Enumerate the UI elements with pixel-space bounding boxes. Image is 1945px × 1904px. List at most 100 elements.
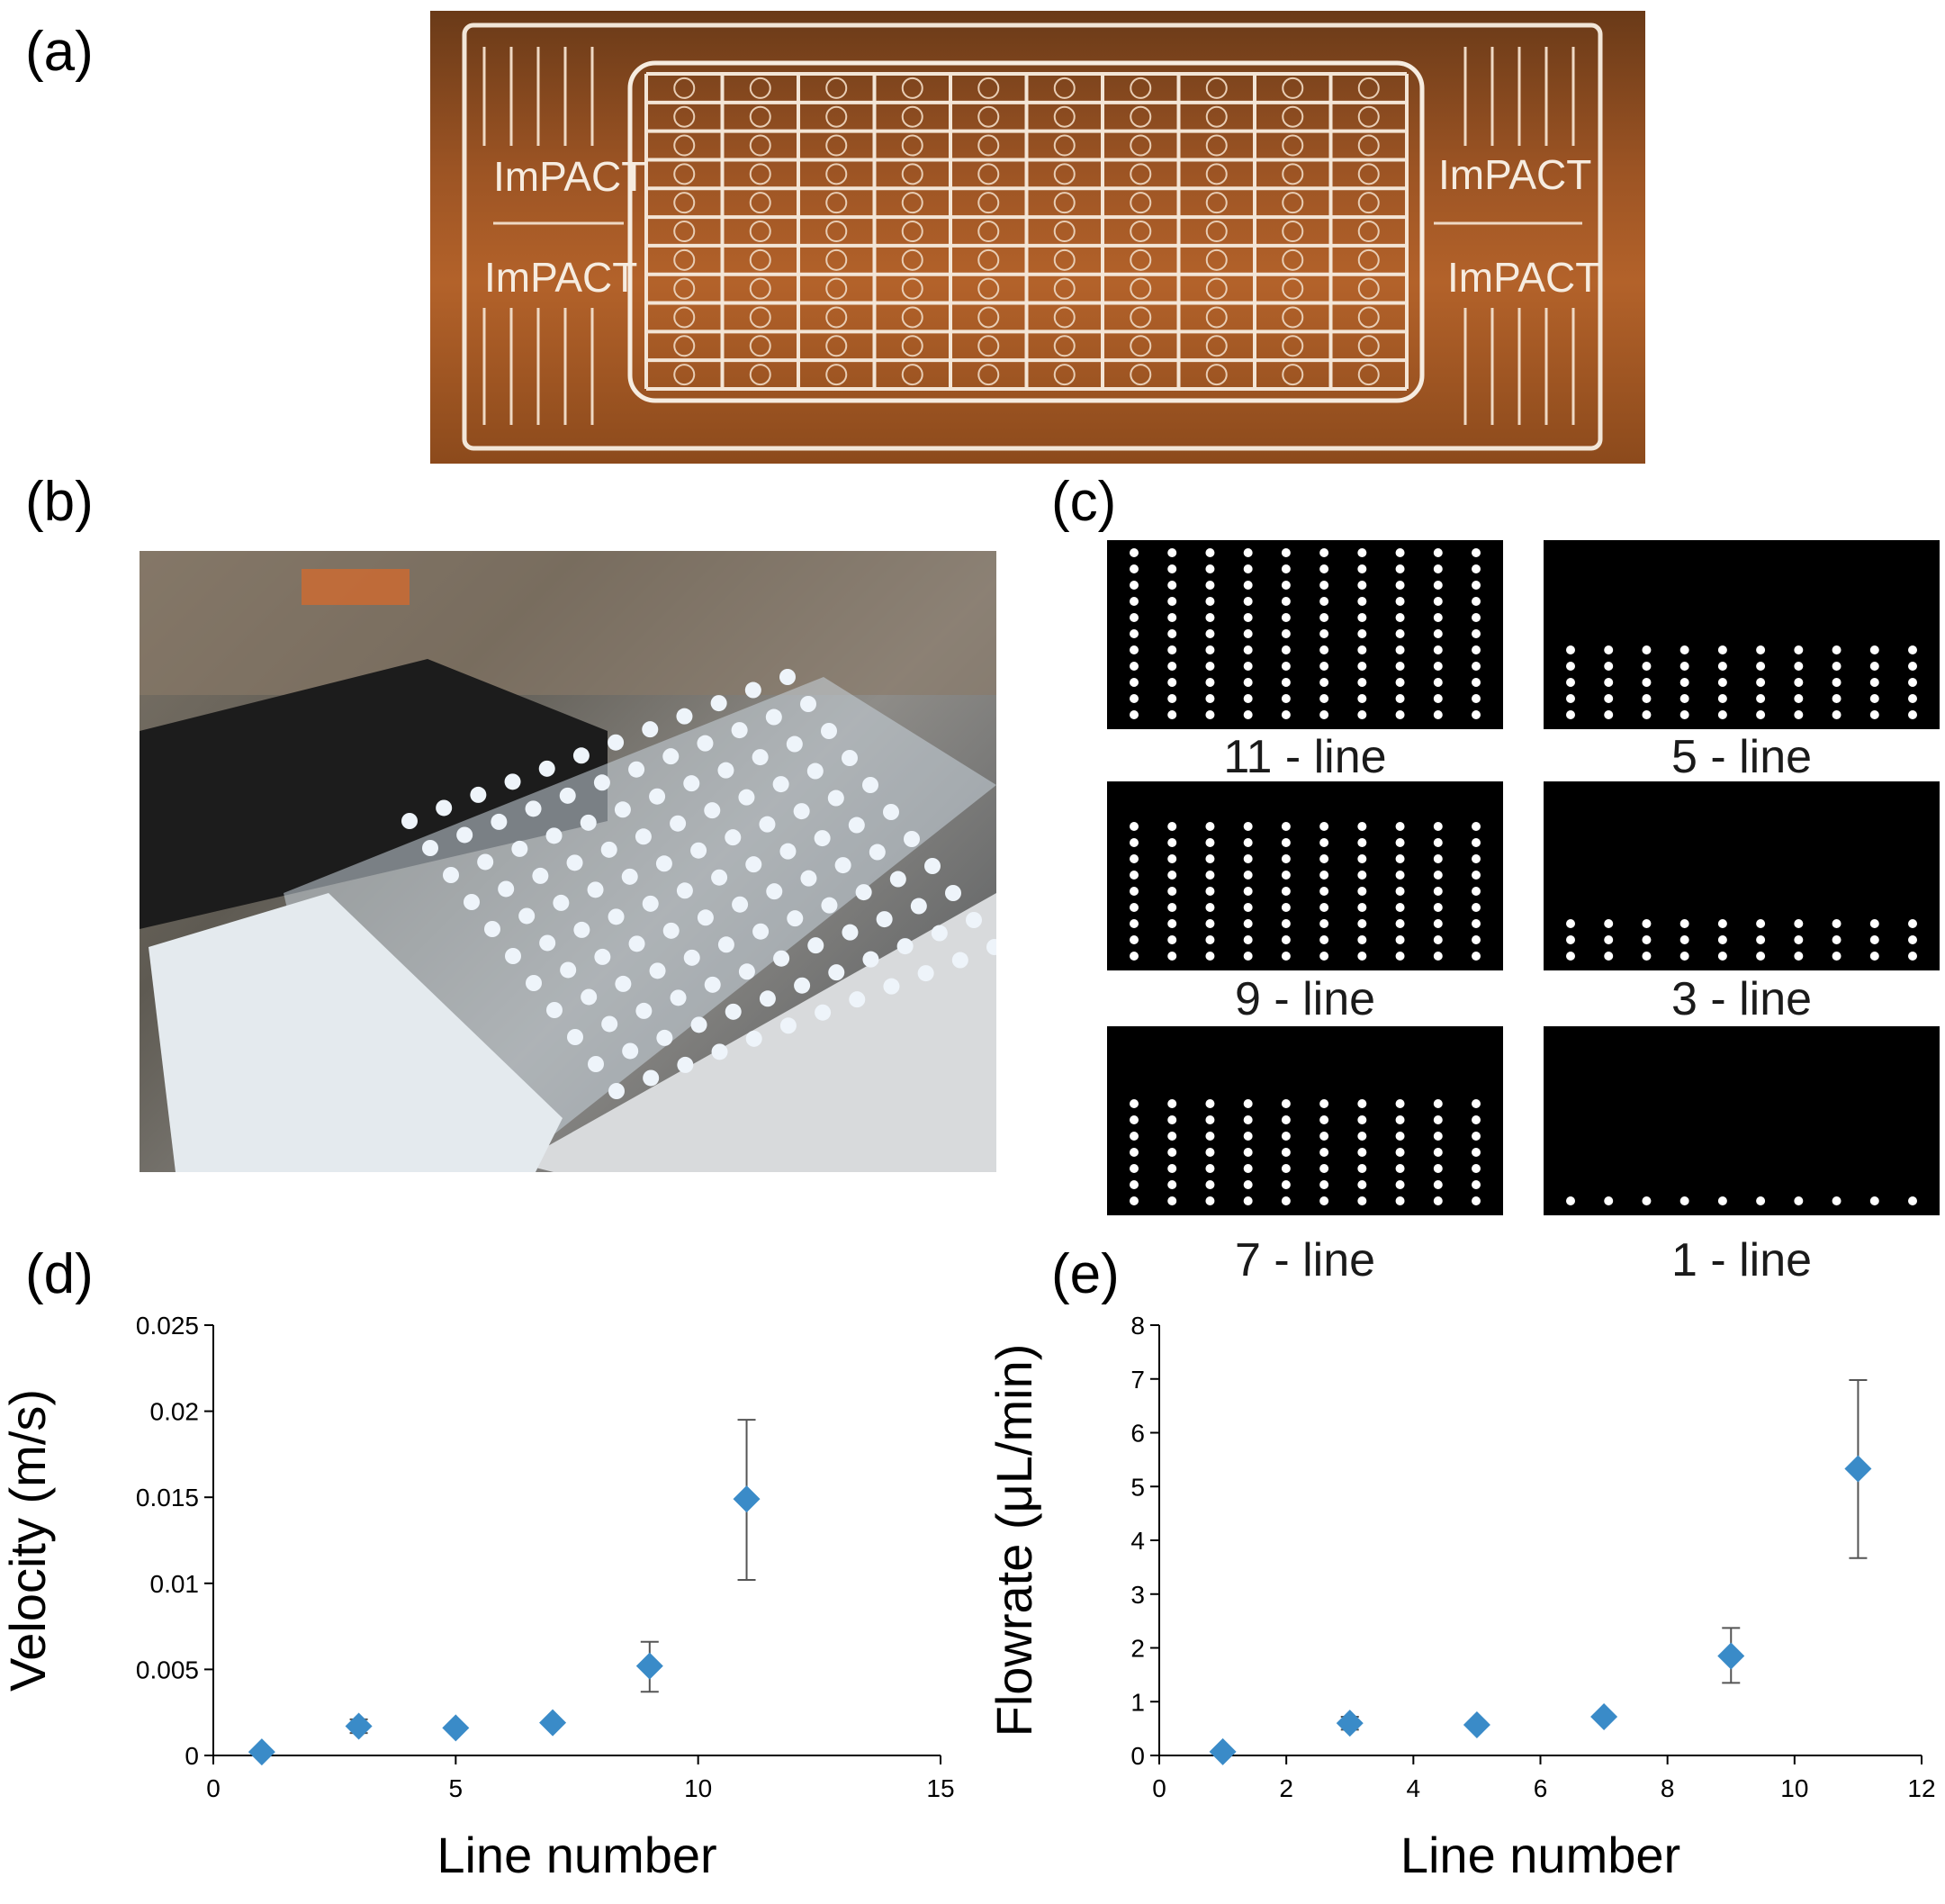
dot <box>1433 1196 1443 1205</box>
device-well <box>526 975 542 991</box>
x-tick-label: 0 <box>1152 1774 1166 1802</box>
dot <box>1433 645 1443 654</box>
dot <box>1130 613 1139 622</box>
chip-well <box>1357 134 1380 157</box>
device-well <box>862 951 879 968</box>
dot <box>1319 629 1329 638</box>
chip-well <box>1130 306 1152 329</box>
chip-well <box>673 77 696 99</box>
device-well <box>807 937 824 954</box>
device-well <box>422 840 438 856</box>
device-well <box>834 857 851 874</box>
dot <box>1205 887 1215 896</box>
device-well <box>436 799 453 817</box>
chip-well <box>901 221 923 242</box>
dot <box>1433 854 1443 863</box>
device-well <box>766 883 783 900</box>
dot-grid-caption: 7 - line <box>1235 1234 1375 1286</box>
dot <box>1642 694 1652 703</box>
device-well <box>573 921 590 938</box>
device-well <box>704 976 721 993</box>
dot <box>1319 935 1329 944</box>
x-tick-label: 4 <box>1407 1774 1421 1802</box>
dot <box>1472 1164 1481 1173</box>
dot <box>1281 662 1291 671</box>
dot <box>1243 1148 1253 1157</box>
x-tick-label: 6 <box>1534 1774 1548 1802</box>
dot <box>1205 1115 1215 1124</box>
x-tick-label: 12 <box>1907 1774 1935 1802</box>
x-tick-label: 10 <box>1780 1774 1808 1802</box>
dot <box>1357 1115 1367 1124</box>
dot <box>1357 1132 1367 1141</box>
chip-well <box>825 163 848 185</box>
chip-well <box>977 163 1000 185</box>
dot <box>1642 919 1652 928</box>
device-well <box>904 831 920 847</box>
dot <box>1319 710 1329 719</box>
dot <box>1566 935 1575 944</box>
dot <box>1319 1164 1329 1173</box>
device-well <box>690 842 707 859</box>
dot <box>1167 903 1177 912</box>
device-well <box>615 975 632 992</box>
device-well <box>945 885 961 901</box>
chip-well <box>901 277 923 300</box>
y-tick-label: 8 <box>1130 1312 1145 1340</box>
dot <box>1472 1132 1481 1141</box>
dot <box>1281 710 1291 719</box>
device-well <box>732 896 749 913</box>
chip-well <box>749 221 771 242</box>
dot <box>1319 1148 1329 1157</box>
device-well <box>580 814 597 831</box>
chip-well <box>749 192 771 214</box>
device-well <box>553 894 570 911</box>
dot <box>1756 678 1766 687</box>
dot <box>1756 919 1766 928</box>
dot <box>1717 662 1727 671</box>
panel-label-b: (b) <box>25 471 94 533</box>
chip-well <box>1205 335 1228 357</box>
dot <box>1357 662 1367 671</box>
data-point <box>1209 1737 1237 1765</box>
chip-well <box>901 192 923 214</box>
dot <box>1130 1164 1139 1173</box>
device-well <box>711 869 728 886</box>
data-point <box>733 1485 761 1513</box>
device-well <box>560 961 577 979</box>
dot <box>1395 662 1405 671</box>
dot <box>1472 822 1481 831</box>
dot <box>1130 1115 1139 1124</box>
dot <box>1395 1180 1405 1189</box>
chip-well <box>673 306 696 329</box>
chip-well <box>1053 163 1076 185</box>
y-tick-label: 0.015 <box>136 1484 199 1511</box>
device-well <box>745 1030 762 1047</box>
y-tick-label: 4 <box>1130 1527 1145 1555</box>
dot <box>1717 694 1727 703</box>
dot <box>1281 838 1291 847</box>
dot <box>1319 678 1329 687</box>
dot-grid-caption: 1 - line <box>1671 1234 1812 1286</box>
dot <box>1357 1099 1367 1108</box>
dot <box>1243 1132 1253 1141</box>
dot <box>1472 1180 1481 1189</box>
dot <box>1167 1132 1177 1141</box>
device-well <box>567 1029 583 1045</box>
chip-well <box>1053 221 1076 242</box>
dot <box>1869 1196 1879 1205</box>
device-well <box>635 828 652 845</box>
chip-well <box>749 335 771 357</box>
dot <box>1679 678 1689 687</box>
dot <box>1319 1132 1329 1141</box>
dot <box>1679 662 1689 671</box>
dot <box>1243 678 1253 687</box>
device-well <box>594 948 611 965</box>
chip-well <box>1357 364 1380 386</box>
dot <box>1205 597 1215 606</box>
data-point <box>539 1709 567 1737</box>
dot <box>1357 678 1367 687</box>
dot <box>1395 694 1405 703</box>
dot <box>1281 952 1291 961</box>
